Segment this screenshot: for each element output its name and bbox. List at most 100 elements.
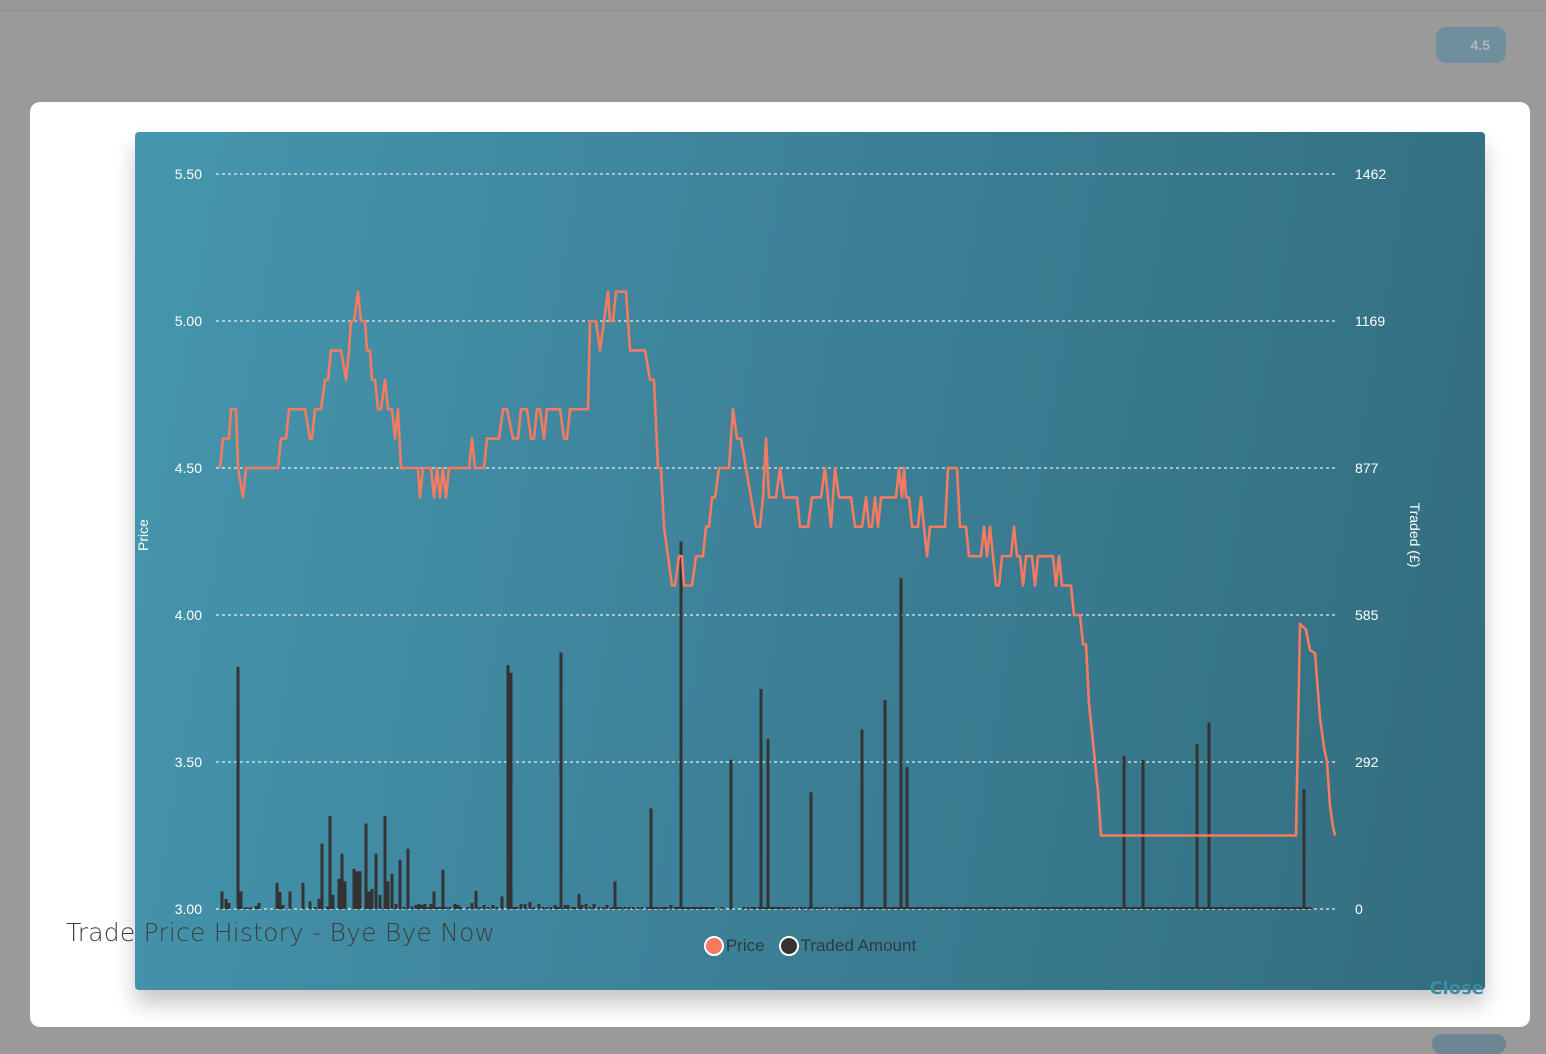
traded-bar: [720, 906, 724, 909]
close-button[interactable]: Close: [1429, 978, 1484, 999]
traded-bar: [846, 906, 850, 909]
traded-bar: [1077, 906, 1081, 909]
traded-bar: [1251, 906, 1255, 909]
traded-bar: [652, 906, 656, 909]
traded-bar: [506, 665, 510, 909]
traded-bar: [791, 906, 795, 909]
traded-bar: [969, 906, 973, 909]
traded-bar: [939, 906, 943, 909]
traded-bar: [915, 906, 919, 909]
traded-bar: [1215, 906, 1219, 909]
trade-price-chart: 5.50 1462 5.00 1169 4.50 877 4.00 585 3.50 292 3.0…: [135, 166, 1423, 917]
traded-bar: [951, 906, 955, 909]
traded-bar: [523, 903, 527, 909]
traded-bar: [810, 906, 814, 909]
traded-bar: [927, 906, 931, 909]
traded-bar: [1236, 906, 1240, 909]
traded-bar: [760, 906, 764, 909]
traded-bar: [1173, 906, 1177, 909]
traded-bar: [694, 906, 698, 909]
traded-bar: [320, 843, 324, 909]
traded-bar: [864, 906, 868, 909]
traded-bar: [1116, 906, 1120, 909]
traded-bar: [1182, 906, 1186, 909]
traded-bar: [772, 906, 776, 909]
traded-bar: [966, 906, 970, 909]
legend-item-price[interactable]: Price: [703, 936, 765, 956]
traded-bar: [987, 906, 991, 909]
traded-bar: [1098, 906, 1102, 909]
traded-bar: [623, 906, 627, 909]
traded-bar: [426, 906, 430, 909]
traded-bar: [288, 891, 292, 909]
traded-bar: [697, 906, 701, 909]
traded-bar: [1092, 906, 1096, 909]
traded-bar: [833, 906, 837, 909]
y-tick-label: 5.50: [175, 166, 202, 182]
traded-bar: [957, 906, 961, 909]
traded-bar: [669, 904, 673, 909]
traded-bar: [254, 905, 258, 909]
traded-bar: [906, 906, 910, 909]
traded-bar: [432, 891, 436, 909]
traded-bar: [990, 906, 994, 909]
traded-amount-swatch-icon: [778, 936, 799, 956]
traded-bar: [343, 881, 347, 909]
traded-bar: [1161, 906, 1165, 909]
traded-bar: [909, 906, 913, 909]
traded-bar: [1038, 906, 1042, 909]
traded-bar: [1191, 906, 1195, 909]
traded-bar: [541, 906, 545, 909]
traded-bar: [331, 894, 335, 909]
traded-bar: [1017, 906, 1021, 909]
traded-bar: [924, 906, 928, 909]
traded-bar: [1119, 906, 1123, 909]
traded-bar: [787, 906, 791, 909]
traded-bar: [861, 906, 865, 909]
traded-bar: [659, 906, 663, 909]
traded-bar: [1143, 906, 1147, 909]
traded-bar: [688, 906, 692, 909]
traded-bar: [948, 906, 952, 909]
traded-bar: [665, 906, 669, 909]
traded-bar: [867, 906, 871, 909]
traded-bar: [954, 906, 958, 909]
traded-bar: [1305, 906, 1309, 909]
traded-bar: [474, 890, 478, 909]
traded-bar: [367, 891, 371, 909]
traded-bar: [1221, 906, 1225, 909]
traded-bar: [921, 906, 925, 909]
traded-bar: [742, 906, 746, 909]
traded-bar: [778, 906, 782, 909]
legend-item-traded-amount[interactable]: Traded Amount: [778, 936, 916, 956]
traded-bar: [328, 815, 332, 909]
traded-bar: [1074, 906, 1078, 909]
traded-bar: [355, 871, 359, 909]
traded-bar: [1290, 906, 1294, 909]
traded-bar: [852, 906, 856, 909]
traded-bar: [1059, 906, 1063, 909]
traded-bar: [370, 888, 374, 909]
background-rating-badge: 4.5: [1436, 27, 1506, 63]
traded-bar: [406, 848, 410, 909]
traded-bar: [278, 891, 282, 909]
traded-bar: [495, 906, 499, 909]
traded-bar: [870, 906, 874, 909]
traded-bar: [1026, 906, 1030, 909]
traded-bar: [858, 906, 862, 909]
traded-bar: [894, 906, 898, 909]
traded-bar: [1053, 906, 1057, 909]
traded-bar: [945, 906, 949, 909]
traded-bar: [429, 903, 433, 909]
traded-bar: [423, 903, 427, 909]
traded-bar: [1065, 906, 1069, 909]
traded-bar: [1170, 906, 1174, 909]
traded-bar: [364, 823, 368, 909]
traded-bar: [860, 729, 864, 909]
traded-bar: [1299, 906, 1303, 909]
traded-bar: [1056, 906, 1060, 909]
y-tick-label: 3.50: [175, 754, 202, 770]
traded-bar: [317, 898, 321, 909]
traded-bar: [1275, 906, 1279, 909]
traded-bar: [1257, 906, 1261, 909]
